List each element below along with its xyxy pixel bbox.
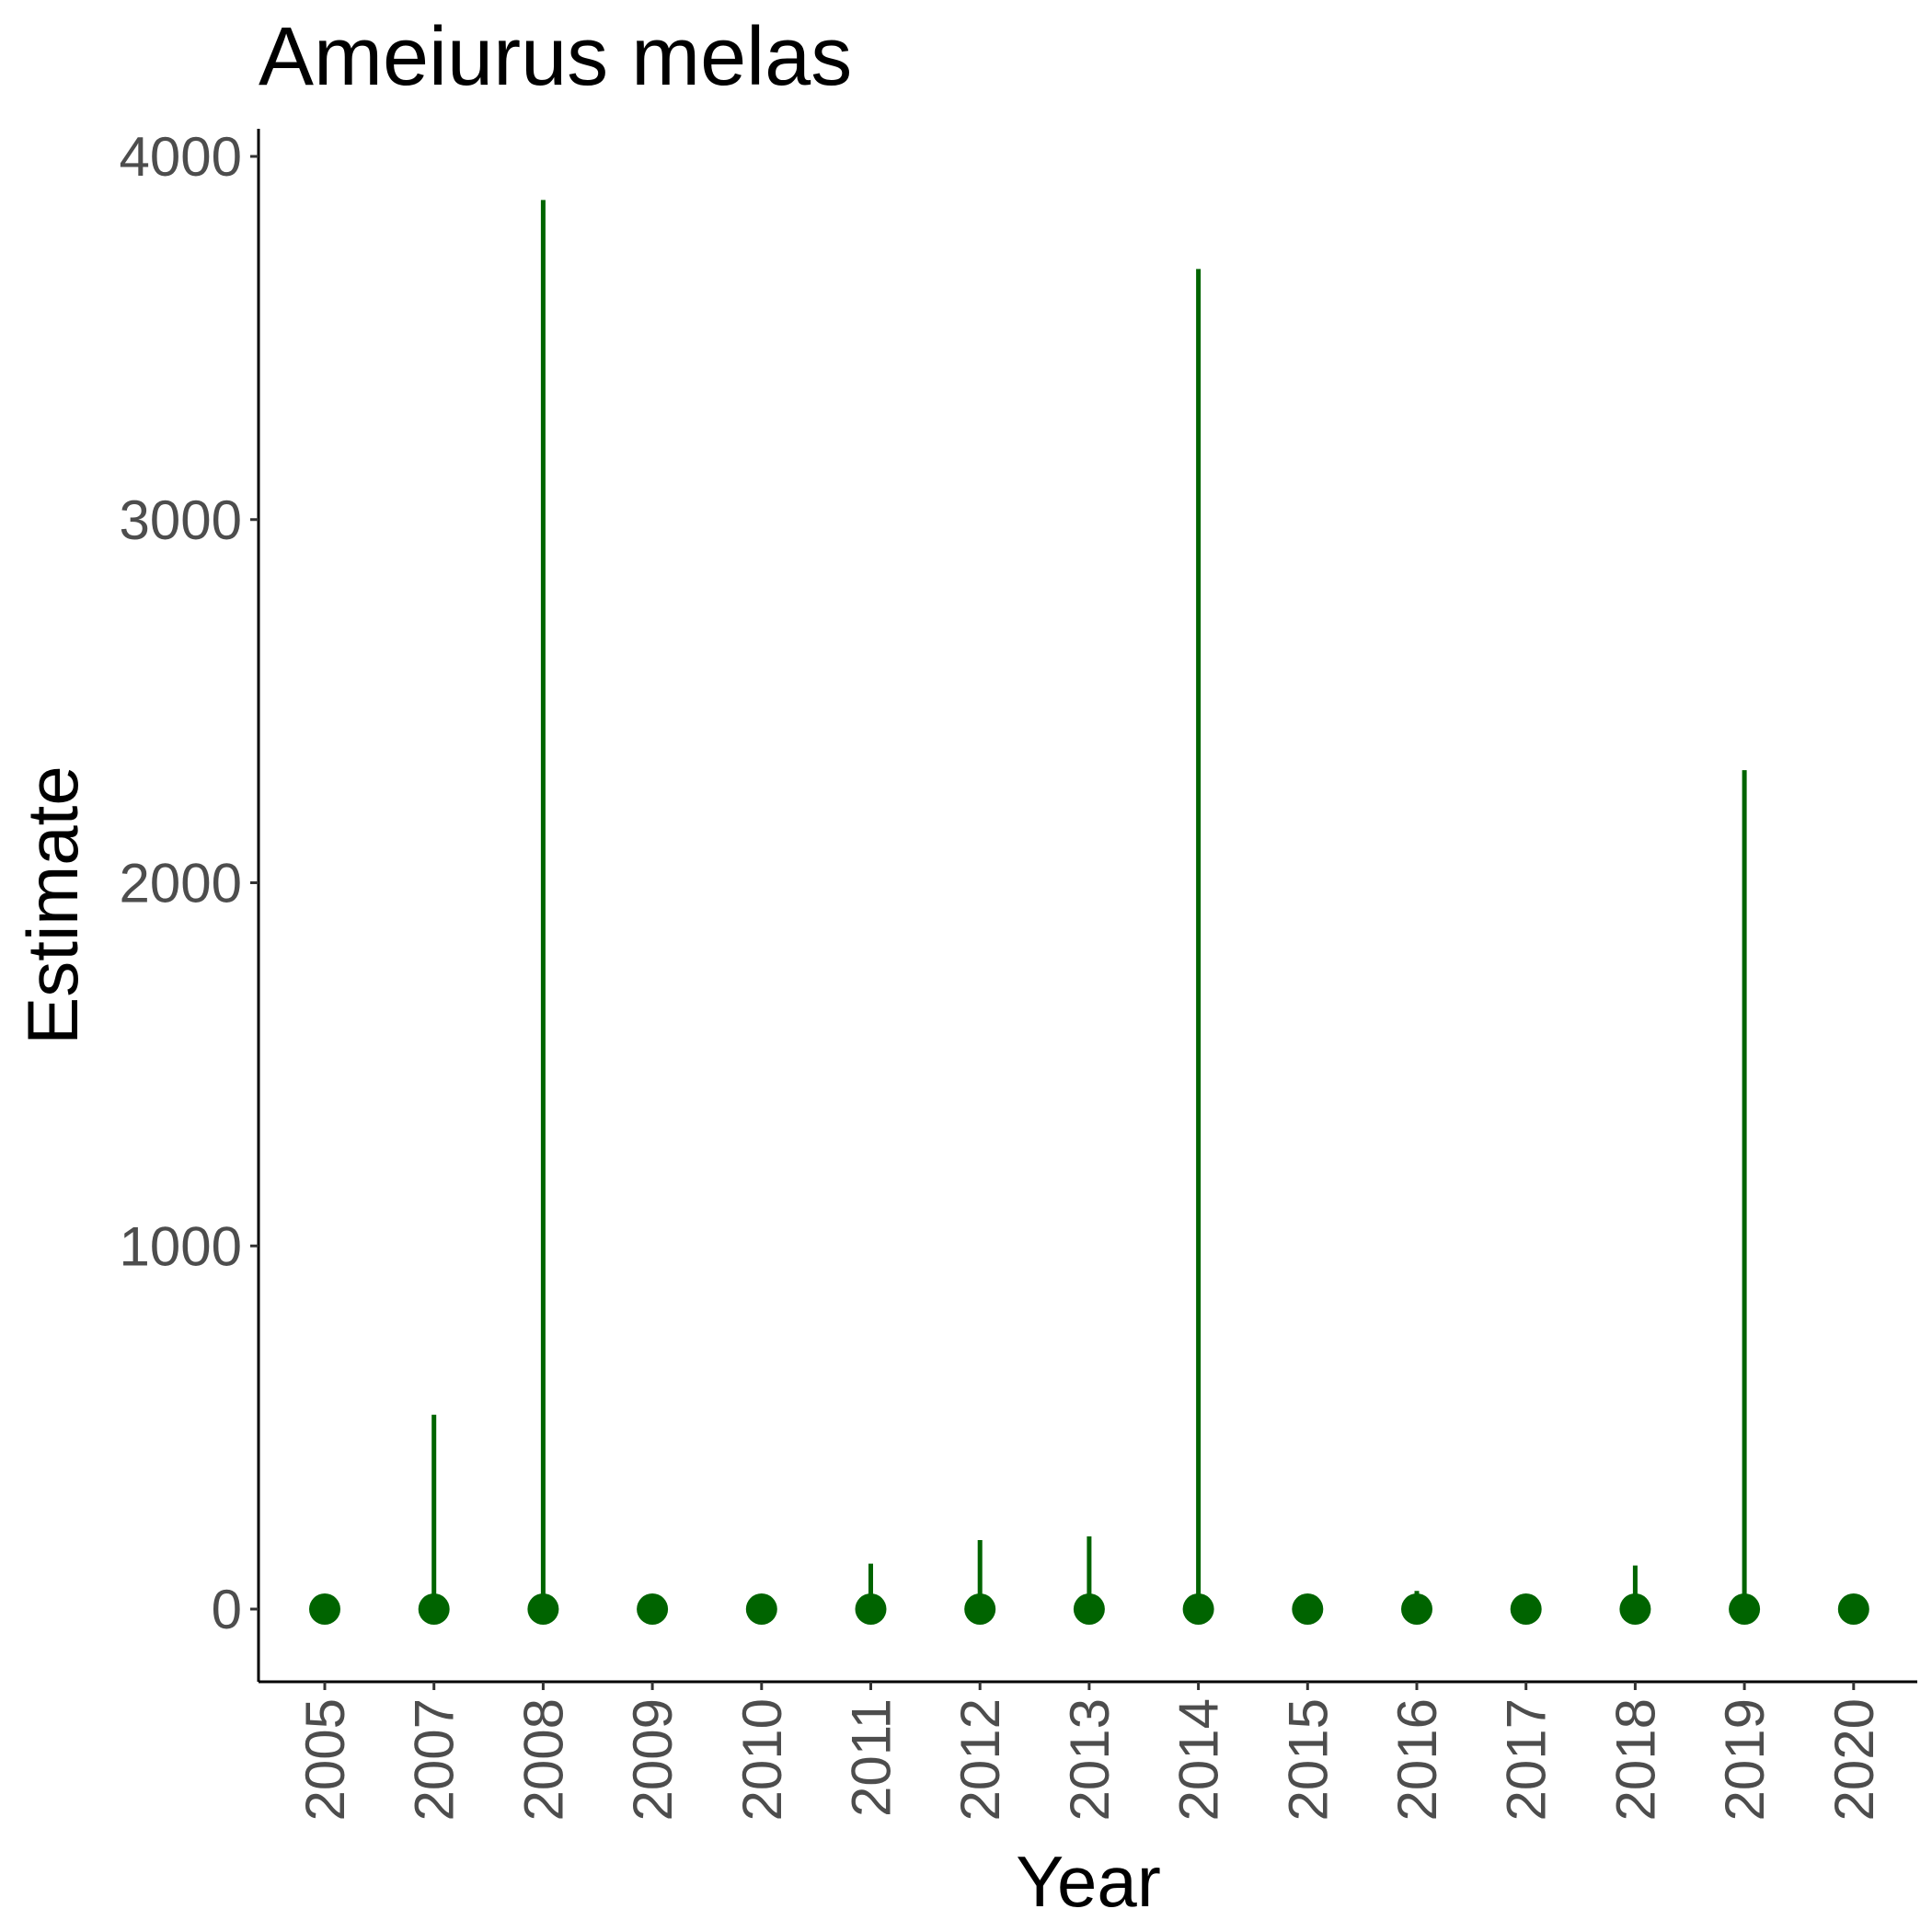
data-point-2011 bbox=[855, 1593, 887, 1625]
x-tick-label-2015: 2015 bbox=[1277, 1698, 1339, 1821]
data-point-2010 bbox=[745, 1593, 777, 1625]
data-point-2009 bbox=[637, 1593, 669, 1625]
y-tick-label-0: 0 bbox=[212, 1579, 242, 1640]
y-tick-label-3000: 3000 bbox=[120, 489, 242, 551]
x-tick-label-2014: 2014 bbox=[1168, 1698, 1230, 1821]
data-point-2016 bbox=[1401, 1593, 1432, 1625]
data-point-2018 bbox=[1619, 1593, 1651, 1625]
y-axis-title: Estimate bbox=[12, 765, 93, 1044]
x-tick-label-2009: 2009 bbox=[622, 1698, 684, 1821]
x-axis-title: Year bbox=[1016, 1841, 1161, 1922]
data-point-2007 bbox=[418, 1593, 450, 1625]
x-tick-label-2007: 2007 bbox=[404, 1698, 466, 1821]
data-point-2005 bbox=[309, 1593, 340, 1625]
x-tick-label-2010: 2010 bbox=[731, 1698, 793, 1821]
data-point-2019 bbox=[1729, 1593, 1761, 1625]
x-tick-label-2017: 2017 bbox=[1496, 1698, 1558, 1821]
x-tick-label-2018: 2018 bbox=[1604, 1698, 1666, 1821]
chart-title: Ameiurus melas bbox=[259, 11, 852, 103]
x-tick-label-2020: 2020 bbox=[1823, 1698, 1885, 1821]
x-tick-label-2016: 2016 bbox=[1386, 1698, 1448, 1821]
x-tick-label-2005: 2005 bbox=[294, 1698, 356, 1821]
data-point-2013 bbox=[1073, 1593, 1105, 1625]
data-point-2008 bbox=[527, 1593, 559, 1625]
x-ticks: 2005 2007 2008 2009 2010 2011 2012 2013 2014 2015… bbox=[294, 1682, 1885, 1821]
plot-area bbox=[309, 200, 1869, 1625]
data-point-2012 bbox=[964, 1593, 996, 1625]
axes bbox=[257, 129, 1917, 1684]
data-point-2014 bbox=[1182, 1593, 1214, 1625]
x-tick-label-2012: 2012 bbox=[949, 1698, 1011, 1821]
x-tick-label-2013: 2013 bbox=[1059, 1698, 1121, 1821]
x-tick-label-2011: 2011 bbox=[841, 1698, 903, 1817]
x-tick-label-2019: 2019 bbox=[1714, 1698, 1776, 1821]
y-ticks: 0 1000 2000 3000 4000 bbox=[120, 126, 259, 1640]
data-point-2015 bbox=[1292, 1593, 1324, 1625]
y-tick-label-1000: 1000 bbox=[120, 1215, 242, 1277]
y-tick-label-4000: 4000 bbox=[120, 126, 242, 188]
data-point-2017 bbox=[1510, 1593, 1542, 1625]
data-point-2020 bbox=[1837, 1593, 1869, 1625]
y-tick-label-2000: 2000 bbox=[120, 853, 242, 914]
x-tick-label-2008: 2008 bbox=[512, 1698, 574, 1821]
